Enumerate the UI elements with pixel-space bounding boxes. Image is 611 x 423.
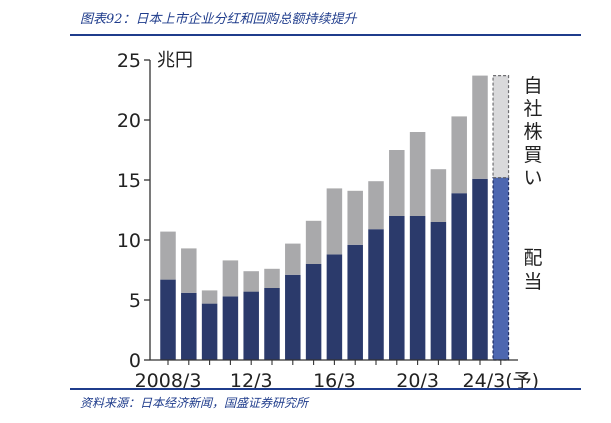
bar-dividend (181, 292, 197, 360)
x-tick-label: 2008/3 (135, 370, 202, 392)
bar-buyback (201, 290, 218, 304)
legend-label-buyback: 自社株買い (523, 75, 542, 189)
bar-dividend (326, 254, 343, 360)
y-unit-label: 兆円 (157, 50, 193, 71)
bar-buyback (305, 220, 322, 264)
bar-buyback (160, 231, 176, 280)
y-tick-label: 15 (117, 170, 141, 192)
bar-buyback (451, 116, 467, 194)
bar-dividend (243, 291, 259, 360)
bar-dividend (368, 229, 384, 360)
bar-buyback (389, 150, 405, 216)
top-rule (70, 34, 581, 36)
bar-dividend (285, 274, 301, 360)
bar-buyback (264, 268, 280, 288)
bar-buyback (181, 248, 197, 293)
bar-dividend (389, 216, 405, 360)
bar-dividend (472, 178, 488, 360)
bar-dividend (430, 222, 447, 360)
bottom-rule (70, 388, 581, 390)
y-tick-label: 20 (117, 110, 141, 132)
bar-buyback (285, 243, 301, 275)
bar-dividend (409, 216, 426, 360)
legend-label-dividend: 配当 (523, 247, 542, 293)
x-tick-label: 24/3(予) (463, 370, 540, 392)
bar-buyback (492, 74, 510, 179)
bar-buyback (347, 190, 363, 245)
bar-dividend (264, 288, 280, 360)
bar-dividend (222, 296, 239, 360)
bar-dividend (201, 303, 218, 360)
x-tick-label: 20/3 (396, 370, 439, 392)
y-tick-label: 5 (129, 290, 141, 312)
bar-buyback (409, 132, 426, 216)
bar-buyback (326, 188, 343, 255)
bar-buyback (430, 169, 447, 222)
bar-dividend (492, 177, 510, 361)
y-tick-label: 10 (117, 230, 141, 252)
y-tick-label: 0 (129, 350, 141, 372)
y-tick-label: 25 (117, 50, 141, 72)
bar-dividend (451, 193, 467, 360)
bar-buyback (368, 181, 384, 230)
bar-buyback (243, 271, 259, 292)
bar-buyback (472, 75, 488, 179)
bar-buyback (222, 260, 239, 297)
bar-dividend (347, 244, 363, 360)
figure-caption: 图表92：日本上市企业分红和回购总额持续提升 (80, 12, 357, 27)
bar-dividend (305, 264, 322, 360)
source-note: 资料来源：日本经济新闻，国盛证券研究所 (80, 396, 309, 410)
x-tick-label: 16/3 (313, 370, 356, 392)
bar-dividend (160, 279, 176, 360)
x-tick-label: 12/3 (230, 370, 273, 392)
